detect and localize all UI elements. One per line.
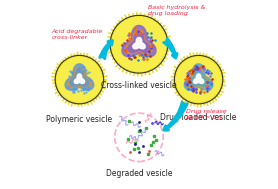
Polygon shape [184, 64, 213, 90]
Circle shape [174, 55, 223, 104]
Text: Degraded vesicle: Degraded vesicle [106, 169, 172, 178]
Polygon shape [128, 32, 150, 52]
Polygon shape [68, 68, 90, 88]
Polygon shape [188, 68, 210, 88]
Text: Cross-linked vesicle: Cross-linked vesicle [101, 81, 177, 90]
Polygon shape [122, 26, 156, 57]
Polygon shape [65, 64, 94, 90]
Text: Drug release
at pH = 5.5: Drug release at pH = 5.5 [185, 109, 226, 120]
Polygon shape [189, 69, 208, 86]
Polygon shape [193, 74, 204, 83]
Polygon shape [133, 37, 145, 49]
Polygon shape [70, 69, 89, 86]
Polygon shape [126, 30, 152, 54]
Polygon shape [74, 74, 85, 83]
Circle shape [110, 15, 168, 73]
Text: Drug-loaded vesicle: Drug-loaded vesicle [160, 113, 237, 122]
Text: Acid degradable
cross-linker: Acid degradable cross-linker [51, 29, 103, 40]
Text: Polymeric vesicle: Polymeric vesicle [46, 115, 113, 124]
Circle shape [55, 55, 104, 104]
Text: Basic hydrolysis &
drug loading: Basic hydrolysis & drug loading [148, 5, 206, 16]
